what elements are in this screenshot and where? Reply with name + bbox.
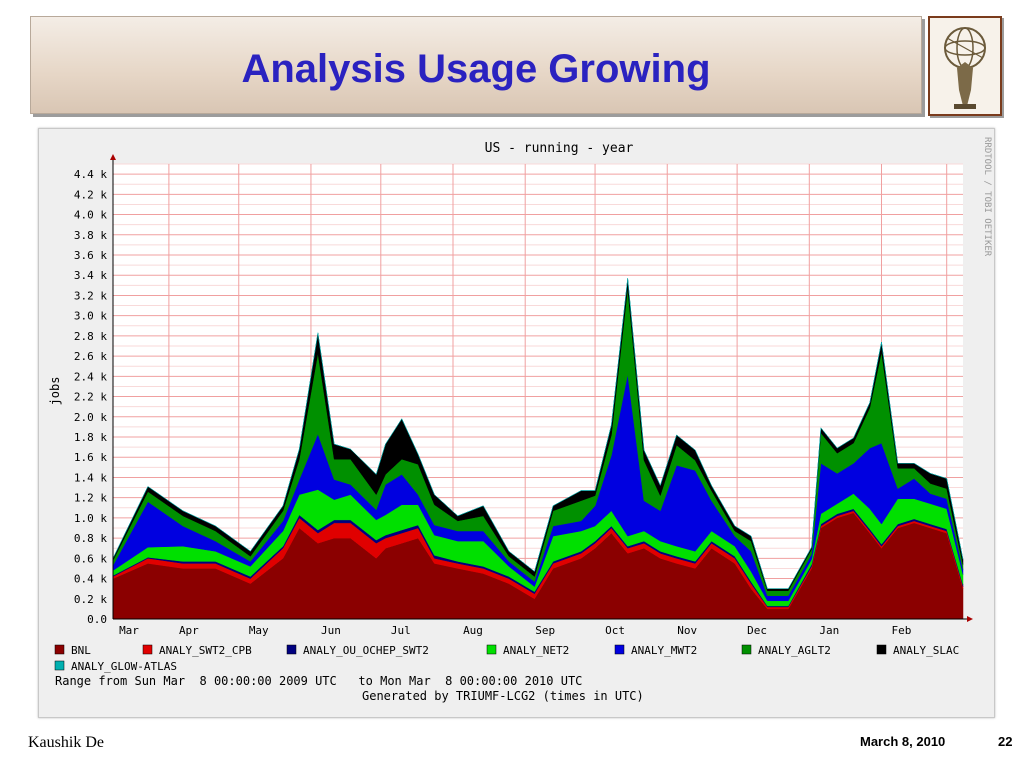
chart-side-label: RRDTOOL / TOBI OETIKER [982,137,992,257]
y-tick-label: 1.8 k [74,431,107,444]
logo-frame [928,16,1002,116]
legend-swatch [614,644,625,655]
y-tick-labels: 0.0 0.2 k 0.4 k 0.6 k 0.8 k 1.0 k 1.2 k 1.4 k 1.… [74,168,107,626]
slide-title: Analysis Usage Growing [241,47,711,91]
y-tick-label: 4.4 k [74,168,107,181]
series-areas [112,278,964,620]
series-area-analy-glow-atlas [112,278,964,589]
legend-swatch [741,644,752,655]
y-tick-label: 0.6 k [74,552,107,565]
y-tick-label: 2.8 k [74,330,107,343]
range-text: Range from Sun Mar 8 00:00:00 2009 UTC t… [55,674,582,688]
title-banner: Analysis Usage Growing [30,16,922,114]
footer-author: Kaushik De [28,734,104,751]
y-tick-label: 2.0 k [74,411,107,424]
x-tick-label: Mar [119,624,139,637]
x-tick-labels: Mar Apr May Jun Jul Aug Sep Oct Nov Dec Jan Feb [119,624,911,637]
legend-label: ANALY_MWT2 [631,644,697,657]
legend-label: ANALY_NET2 [503,644,569,657]
y-tick-label: 2.4 k [74,370,107,383]
legend-swatch [142,644,153,655]
chart-title: US - running - year [485,141,634,156]
legend-label: ANALY_GLOW-ATLAS [71,660,177,673]
y-tick-label: 3.4 k [74,269,107,282]
y-tick-label: 1.4 k [74,471,107,484]
y-tick-label: 3.6 k [74,249,107,262]
x-tick-label: Jan [819,624,839,637]
y-tick-label: 4.2 k [74,188,107,201]
x-tick-label: Nov [677,624,697,637]
atlas-globe-logo-icon [944,27,986,109]
y-tick-label: 0.4 k [74,573,107,586]
legend-label: ANALY_AGLT2 [758,644,831,657]
x-tick-label: Jun [321,624,341,637]
generated-text: Generated by TRIUMF-LCG2 (times in UTC) [362,689,644,703]
chart-frame: US - running - year RRDTOOL / TOBI OETIK… [38,128,995,718]
y-tick-label: 1.2 k [74,492,107,505]
axes [110,154,973,622]
x-axis-arrow [967,616,973,622]
y-axis-arrow [110,154,116,160]
y-tick-label: 0.8 k [74,532,107,545]
x-tick-label: Sep [535,624,555,637]
legend-swatch [286,644,297,655]
legend-label: ANALY_SLAC [893,644,959,657]
y-axis-label: jobs [48,377,62,406]
y-tick-label: 3.8 k [74,229,107,242]
y-tick-label: 2.6 k [74,350,107,363]
x-tick-label: Jul [391,624,411,637]
y-tick-label: 3.2 k [74,289,107,302]
y-tick-label: 1.6 k [74,451,107,464]
footer-date: March 8, 2010 [860,734,946,749]
legend-swatch [486,644,497,655]
x-tick-label: Oct [605,624,625,637]
x-tick-label: May [249,624,269,637]
y-tick-label: 1.0 k [74,512,107,525]
x-tick-label: Apr [179,624,199,637]
legend-swatch [876,644,887,655]
stacked-area-chart: US - running - year RRDTOOL / TOBI OETIK… [48,137,992,703]
x-tick-label: Aug [463,624,483,637]
legend-label: ANALY_SWT2_CPB [159,644,252,657]
page-number: 22 [998,734,1013,749]
legend-label: BNL [71,644,91,657]
y-tick-label: 0.2 k [74,593,107,606]
x-tick-label: Feb [892,624,912,637]
y-tick-label: 4.0 k [74,209,107,222]
legend-swatch [54,644,65,655]
legend-swatch [54,660,65,671]
y-tick-label: 3.0 k [74,310,107,323]
x-tick-label: Dec [747,624,767,637]
y-tick-label: 2.2 k [74,391,107,404]
legend-label: ANALY_OU_OCHEP_SWT2 [303,644,429,657]
legend: BNL ANALY_SWT2_CPB ANALY_OU_OCHEP_SWT2 ANAL… [54,644,959,673]
y-tick-label: 0.0 [87,613,107,626]
